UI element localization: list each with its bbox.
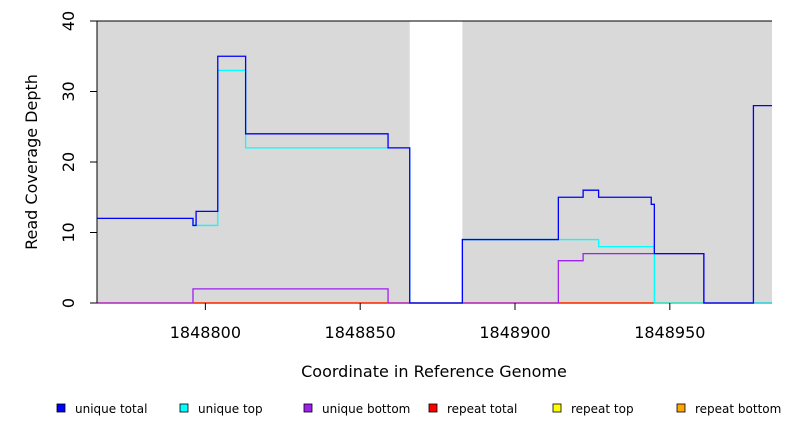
x-tick-label: 1848950	[634, 323, 705, 342]
legend-swatch	[428, 403, 438, 413]
y-tick-label: 0	[59, 298, 78, 308]
y-tick-label: 40	[59, 11, 78, 31]
x-tick-label: 1848900	[479, 323, 550, 342]
legend: unique total unique top unique bottom repea…	[56, 402, 781, 416]
plot-series	[97, 55, 772, 304]
y-tick-label: 20	[59, 152, 78, 172]
legend-item: repeat total	[428, 402, 517, 416]
series-line	[97, 55, 772, 304]
legend-item: repeat bottom	[676, 402, 781, 416]
legend-swatch	[303, 403, 313, 413]
legend-swatch	[552, 403, 562, 413]
x-tick-label: 1848850	[325, 323, 396, 342]
legend-label: repeat bottom	[695, 402, 781, 416]
legend-item: unique total	[56, 402, 147, 416]
plot-axes: 0 10 20 30 40 1848800 1848850 1848900 1848950	[59, 11, 772, 342]
y-axis-title: Read Coverage Depth	[22, 74, 41, 250]
plot-background	[97, 21, 772, 303]
legend-label: unique bottom	[322, 402, 410, 416]
legend-swatch	[179, 403, 189, 413]
y-tick-label: 30	[59, 81, 78, 101]
legend-label: repeat top	[571, 402, 634, 416]
legend-item: unique top	[179, 402, 263, 416]
legend-swatch	[676, 403, 686, 413]
legend-label: unique total	[75, 402, 147, 416]
legend-item: repeat top	[552, 402, 634, 416]
background-region	[97, 21, 410, 303]
x-tick-label: 1848800	[170, 323, 241, 342]
legend-label: repeat total	[447, 402, 517, 416]
x-axis-title: Coordinate in Reference Genome	[301, 362, 567, 381]
background-region	[462, 21, 772, 303]
legend-item: unique bottom	[303, 402, 410, 416]
legend-label: unique top	[198, 402, 263, 416]
legend-swatch	[56, 403, 66, 413]
y-tick-label: 10	[59, 222, 78, 242]
